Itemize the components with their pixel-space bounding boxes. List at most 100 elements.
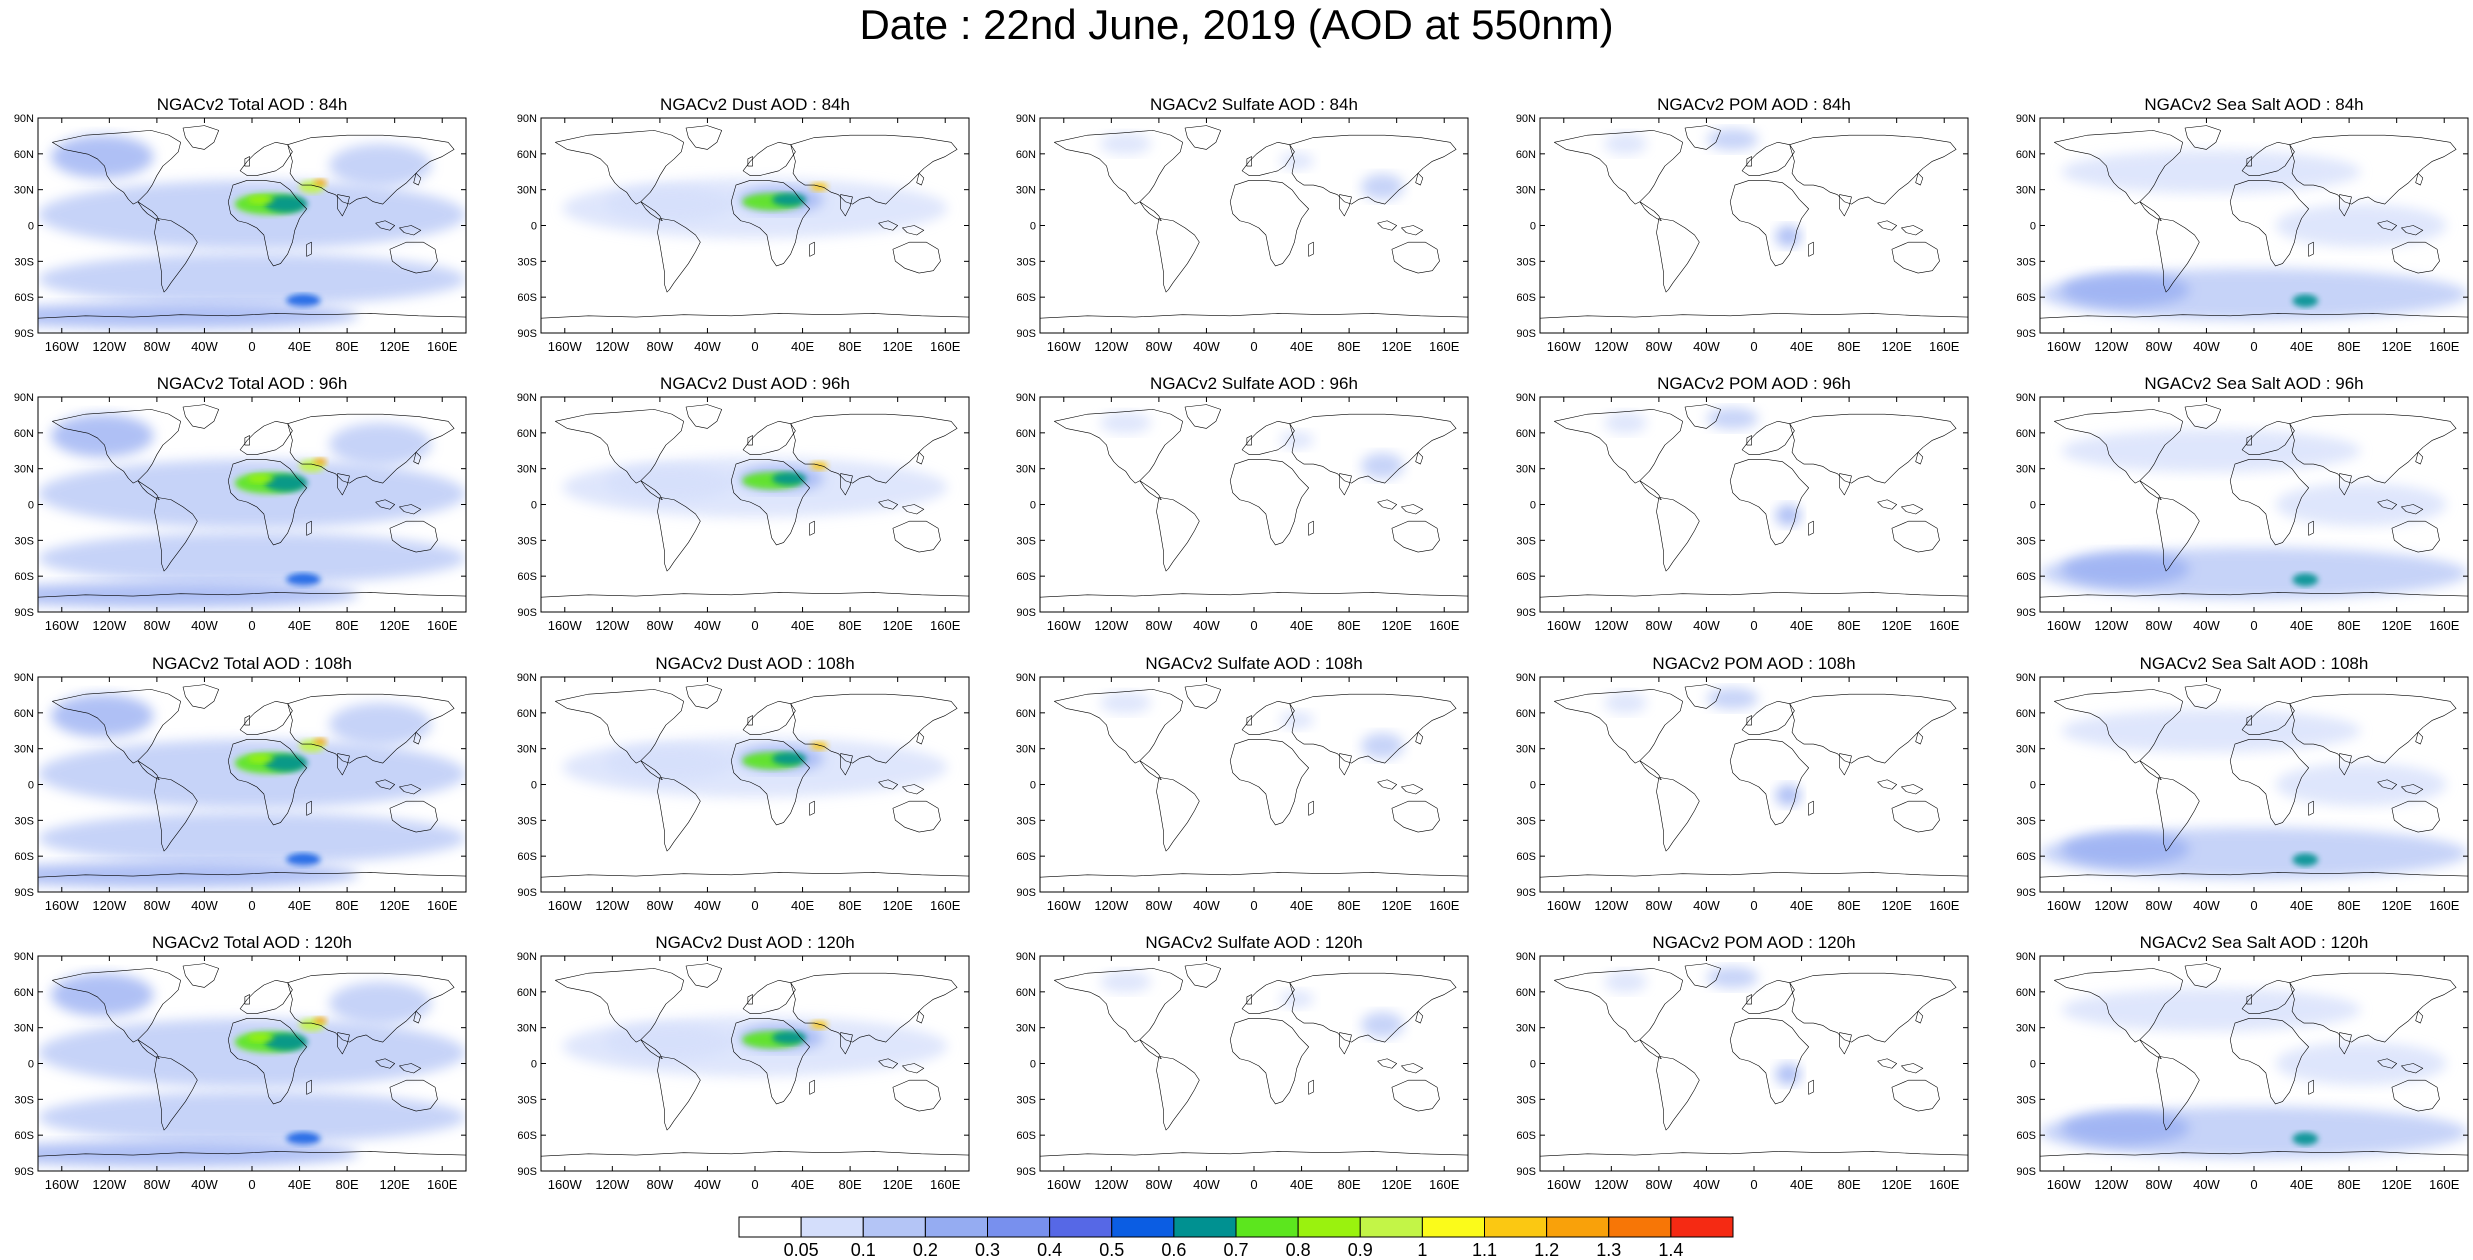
lat-label: 0 <box>1530 221 1536 233</box>
lon-label: 160E <box>2429 618 2460 633</box>
lon-label: 80E <box>336 618 359 633</box>
lon-label: 0 <box>751 339 758 354</box>
lat-label: 60S <box>2016 571 2036 583</box>
lat-label: 30N <box>2016 744 2036 756</box>
lon-label: 80W <box>647 898 674 913</box>
lon-label: 120E <box>1881 898 1912 913</box>
colorbar-label: 1.4 <box>1658 1240 1683 1260</box>
lon-label: 0 <box>1750 898 1757 913</box>
lon-label: 40E <box>288 1177 311 1192</box>
lon-label: 80W <box>1146 339 1173 354</box>
lat-label: 60N <box>2016 149 2036 161</box>
lon-label: 80W <box>2146 1177 2173 1192</box>
lon-label: 0 <box>248 618 255 633</box>
lat-label: 90S <box>517 1166 537 1178</box>
lat-label: 30S <box>14 1094 34 1106</box>
lat-label: 30N <box>2016 464 2036 476</box>
colorbar-swatch <box>800 1216 864 1238</box>
lat-label: 90N <box>2016 672 2036 684</box>
map-panel: NGACv2 Total AOD : 96h 90N 60N 30N 0 30S 60S 90… <box>14 374 467 633</box>
lon-label: 160E <box>2429 339 2460 354</box>
lat-label: 0 <box>1030 500 1036 512</box>
lat-label: 90N <box>517 951 537 963</box>
lon-label: 40E <box>1790 898 1813 913</box>
colorbar-swatch <box>1111 1216 1175 1238</box>
colorbar-swatch <box>1670 1216 1734 1238</box>
lon-label: 80W <box>1146 898 1173 913</box>
map-panel: NGACv2 POM AOD : 108h 90N 60N 30N 0 30S 60S 90S… <box>1516 654 1969 913</box>
lat-label: 0 <box>531 1059 537 1071</box>
lon-label: 80W <box>647 339 674 354</box>
lat-label: 0 <box>1530 780 1536 792</box>
lat-label: 60S <box>1516 292 1536 304</box>
lon-label: 40W <box>1193 618 1220 633</box>
lat-label: 60N <box>1516 149 1536 161</box>
lon-label: 160E <box>1429 618 1460 633</box>
lat-label: 90N <box>1516 951 1536 963</box>
lon-label: 120E <box>2381 339 2412 354</box>
lat-label: 90N <box>1016 672 1036 684</box>
lon-label: 120W <box>1094 339 1129 354</box>
colorbar-swatch <box>924 1216 988 1238</box>
lon-label: 40E <box>1290 339 1313 354</box>
main-title: Date : 22nd June, 2019 (AOD at 550nm) <box>859 1 1614 48</box>
lat-label: 90S <box>14 328 34 340</box>
lat-label: 90S <box>2016 887 2036 899</box>
lon-label: 0 <box>1250 1177 1257 1192</box>
lat-label: 90N <box>2016 951 2036 963</box>
lon-label: 120E <box>2381 898 2412 913</box>
lon-label: 40W <box>191 1177 218 1192</box>
lat-label: 90S <box>2016 1166 2036 1178</box>
lon-label: 80E <box>1838 339 1861 354</box>
lon-label: 80W <box>144 618 171 633</box>
lon-label: 40E <box>1290 898 1313 913</box>
lon-label: 40E <box>2290 1177 2313 1192</box>
lat-label: 90S <box>1516 1166 1536 1178</box>
lon-label: 120W <box>595 339 630 354</box>
lat-label: 90N <box>517 392 537 404</box>
lat-label: 60S <box>1516 851 1536 863</box>
lat-label: 30N <box>2016 1023 2036 1035</box>
lon-label: 160W <box>45 618 80 633</box>
lon-label: 160W <box>45 898 80 913</box>
lat-label: 60N <box>2016 708 2036 720</box>
lat-label: 0 <box>28 1059 34 1071</box>
lon-label: 40E <box>1290 1177 1313 1192</box>
panel-title: NGACv2 POM AOD : 120h <box>1652 933 1855 952</box>
lat-label: 0 <box>28 780 34 792</box>
lat-label: 60N <box>1016 708 1036 720</box>
lat-label: 30N <box>1516 464 1536 476</box>
lon-label: 80E <box>1338 1177 1361 1192</box>
lon-label: 40W <box>1693 898 1720 913</box>
panel-title: NGACv2 Sulfate AOD : 84h <box>1150 95 1358 114</box>
lon-label: 0 <box>248 339 255 354</box>
lat-label: 90N <box>1516 392 1536 404</box>
lon-label: 160E <box>930 339 961 354</box>
lat-label: 90S <box>517 887 537 899</box>
lon-label: 160W <box>2047 1177 2082 1192</box>
lon-label: 160W <box>548 898 583 913</box>
lat-label: 30N <box>1516 744 1536 756</box>
lat-label: 30N <box>1016 464 1036 476</box>
lat-label: 90N <box>1016 392 1036 404</box>
lat-label: 60N <box>517 428 537 440</box>
lon-label: 120E <box>1381 1177 1412 1192</box>
colorbar-swatch <box>1297 1216 1361 1238</box>
lon-label: 160E <box>427 1177 458 1192</box>
lon-label: 40W <box>1193 898 1220 913</box>
lon-label: 120E <box>882 339 913 354</box>
lat-label: 90S <box>1516 887 1536 899</box>
lon-label: 120W <box>595 1177 630 1192</box>
lon-label: 0 <box>2250 339 2257 354</box>
lat-label: 30S <box>1016 815 1036 827</box>
lon-label: 0 <box>2250 1177 2257 1192</box>
lon-label: 80W <box>144 898 171 913</box>
lat-label: 90N <box>1516 113 1536 125</box>
lon-label: 120E <box>1881 339 1912 354</box>
lon-label: 120E <box>1881 1177 1912 1192</box>
lon-label: 120E <box>1381 618 1412 633</box>
colorbar-label: 0.5 <box>1099 1240 1124 1260</box>
lon-label: 160E <box>427 898 458 913</box>
lon-label: 40E <box>2290 618 2313 633</box>
colorbar-label: 1.3 <box>1596 1240 1621 1260</box>
